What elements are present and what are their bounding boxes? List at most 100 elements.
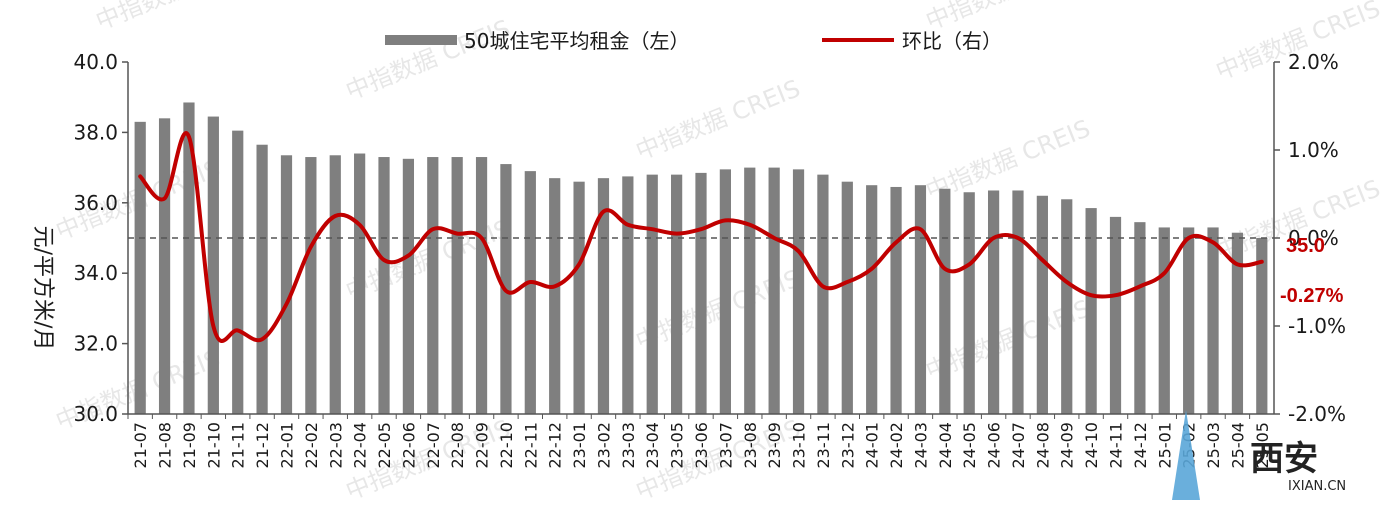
- rent-bar: [890, 186, 902, 414]
- x-tick-label: 24-04: [936, 422, 955, 469]
- x-tick-label: 24-06: [985, 422, 1004, 469]
- rent-bar: [183, 102, 195, 414]
- x-tick-label: 21-08: [156, 422, 175, 469]
- rent-bar: [987, 190, 1000, 414]
- rent-bar: [1085, 208, 1097, 414]
- rent-bar: [646, 174, 658, 414]
- bar-series: [134, 102, 1268, 415]
- left-axis-label: 元/平方米/月: [30, 226, 55, 351]
- x-tick-label: 23-11: [814, 422, 833, 469]
- right-tick-label: 0.0%: [1288, 226, 1339, 250]
- legend-bar-label: 50城住宅平均租金（左）: [464, 29, 689, 53]
- rent-bar: [671, 174, 683, 414]
- x-tick-label: 22-12: [546, 422, 565, 469]
- rent-bar: [695, 172, 707, 414]
- rent-bar: [207, 116, 219, 414]
- legend-bar-swatch: [385, 35, 457, 45]
- x-tick-label: 22-10: [497, 422, 516, 469]
- rent-bar: [378, 157, 390, 415]
- rent-bar: [963, 192, 975, 414]
- rent-bar: [866, 185, 878, 414]
- rent-bar: [744, 167, 756, 414]
- rent-bar: [1134, 222, 1146, 414]
- rent-bar: [427, 157, 439, 415]
- rent-bar: [158, 118, 171, 414]
- watermark-text: 中指数据 CREIS: [632, 74, 804, 165]
- right-tick-label: 1.0%: [1288, 138, 1339, 162]
- x-tick-label: 22-09: [473, 422, 492, 469]
- x-tick-label: 22-11: [521, 422, 540, 469]
- x-tick-label: 23-01: [570, 422, 589, 469]
- left-tick-label: 38.0: [73, 120, 118, 144]
- x-tick-label: 22-05: [375, 422, 394, 469]
- rent-bar: [792, 169, 805, 414]
- rent-bar: [1183, 227, 1195, 414]
- x-tick-label: 24-11: [1107, 422, 1126, 469]
- x-tick-label: 25-04: [1228, 422, 1247, 469]
- left-tick-label: 40.0: [73, 50, 118, 74]
- rent-bar: [817, 174, 829, 414]
- rent-bar: [305, 157, 317, 415]
- rent-bar: [914, 185, 927, 414]
- mom-line-series: [138, 131, 1264, 343]
- rent-bar: [134, 121, 146, 414]
- rent-bar: [1231, 232, 1244, 414]
- x-tick-label: 23-06: [692, 422, 711, 469]
- rent-bar: [1109, 216, 1122, 414]
- right-tick-label: -1.0%: [1288, 314, 1346, 338]
- x-tick-label: 23-05: [668, 422, 687, 469]
- x-tick-label: 22-03: [326, 422, 345, 469]
- rent-bar: [768, 167, 780, 414]
- left-tick-label: 30.0: [73, 402, 118, 426]
- x-tick-label: 22-04: [351, 422, 370, 469]
- rent-bar: [1207, 227, 1219, 414]
- x-tick-label: 23-10: [790, 422, 809, 469]
- left-tick-label: 32.0: [73, 332, 118, 356]
- rent-bar: [1061, 199, 1073, 414]
- site-logo: 西安 IXIAN.CN: [1172, 410, 1346, 500]
- rent-bar: [451, 157, 463, 415]
- right-tick-label: -2.0%: [1288, 402, 1346, 426]
- x-tick-label: 23-02: [594, 422, 613, 469]
- rent-bar: [280, 155, 293, 414]
- rent-bar: [1036, 195, 1048, 414]
- logo-building-icon: [1172, 410, 1200, 500]
- rent-bar: [939, 188, 951, 414]
- rent-bar: [573, 181, 585, 414]
- left-axis-ticks: 30.0 32.0 34.0 36.0 38.0 40.0: [73, 50, 128, 426]
- rent-bar: [1256, 238, 1268, 414]
- x-tick-label: 22-06: [399, 422, 418, 469]
- logo-subtext: IXIAN.CN: [1288, 479, 1346, 494]
- x-tick-label: 22-02: [302, 422, 321, 469]
- rent-bar: [524, 171, 536, 414]
- x-tick-label: 24-07: [1009, 422, 1028, 469]
- x-tick-label: 21-11: [229, 422, 248, 469]
- rent-bar: [597, 178, 610, 414]
- rent-bar: [256, 144, 268, 414]
- legend-line-label: 环比（右）: [902, 29, 1002, 53]
- last-bar-value-label: 35.0: [1286, 235, 1325, 257]
- x-tick-label: 25-03: [1204, 422, 1223, 469]
- x-tick-label: 25-05: [1253, 422, 1272, 469]
- rent-bar: [549, 178, 561, 414]
- rent-bar: [622, 176, 634, 414]
- x-tick-label: 21-09: [180, 422, 199, 469]
- rent-bar: [329, 155, 341, 414]
- rent-bar: [232, 130, 244, 414]
- last-line-value-label: -0.27%: [1280, 285, 1344, 307]
- x-tick-label: 21-10: [204, 422, 223, 469]
- x-tick-label: 24-12: [1131, 422, 1150, 469]
- left-tick-label: 36.0: [73, 191, 118, 215]
- right-axis-ticks: -2.0% -1.0% 0.0% 1.0% 2.0%: [1274, 50, 1346, 426]
- watermark-text: 中指数据 CREIS: [92, 0, 264, 36]
- rent-bar: [1158, 227, 1170, 414]
- x-tick-label: 25-01: [1155, 422, 1174, 469]
- logo-text: 西安: [1250, 439, 1318, 479]
- x-tick-label: 22-01: [277, 422, 296, 469]
- x-tick-label: 24-02: [887, 422, 906, 469]
- x-tick-label: 23-03: [619, 422, 638, 469]
- x-tick-label: 23-07: [716, 422, 735, 469]
- x-tick-label: 24-01: [863, 422, 882, 469]
- x-tick-label: 23-08: [741, 422, 760, 469]
